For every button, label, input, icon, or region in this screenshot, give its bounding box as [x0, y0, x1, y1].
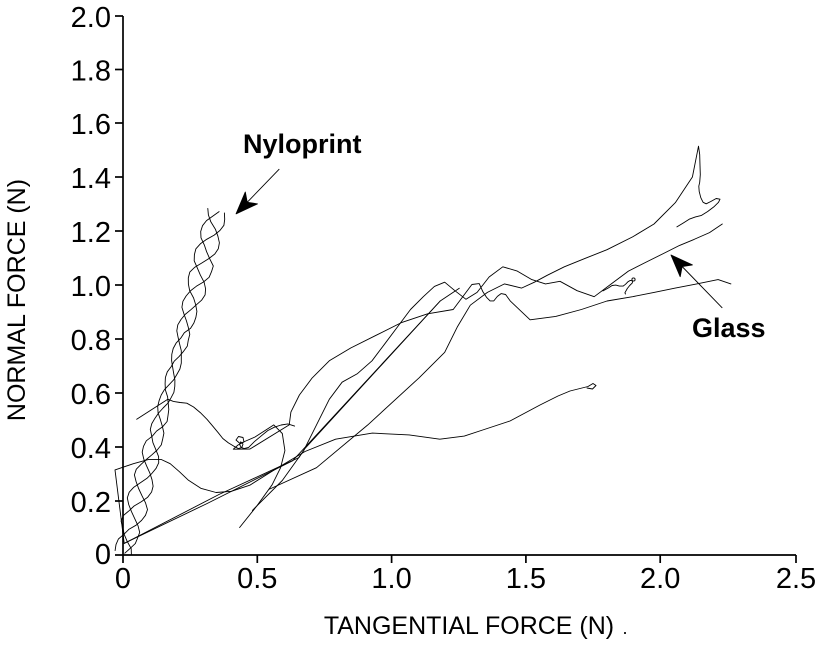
svg-text:.: .	[622, 618, 627, 638]
svg-text:0.2: 0.2	[71, 487, 111, 519]
svg-text:2.5: 2.5	[776, 563, 816, 595]
svg-text:0: 0	[115, 563, 131, 595]
svg-text:2.0: 2.0	[71, 2, 111, 34]
svg-text:2.0: 2.0	[640, 563, 680, 595]
svg-text:0.5: 0.5	[237, 563, 277, 595]
svg-text:0.4: 0.4	[71, 433, 111, 465]
svg-text:0.8: 0.8	[71, 325, 111, 357]
svg-text:0: 0	[95, 539, 111, 571]
svg-text:1.6: 1.6	[71, 109, 111, 141]
svg-text:Glass: Glass	[692, 313, 766, 343]
svg-text:0.6: 0.6	[71, 379, 111, 411]
svg-text:1.2: 1.2	[71, 217, 111, 249]
svg-text:TANGENTIAL FORCE (N): TANGENTIAL FORCE (N)	[324, 612, 614, 640]
svg-text:1.0: 1.0	[371, 563, 411, 595]
svg-text:1.5: 1.5	[506, 563, 546, 595]
svg-text:1.8: 1.8	[71, 56, 111, 88]
svg-text:1.0: 1.0	[71, 271, 111, 303]
svg-text:Nyloprint: Nyloprint	[243, 129, 362, 159]
svg-text:NORMAL FORCE (N): NORMAL FORCE (N)	[3, 179, 31, 421]
svg-text:1.4: 1.4	[71, 163, 111, 195]
